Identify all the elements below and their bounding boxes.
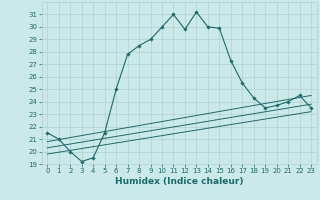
X-axis label: Humidex (Indice chaleur): Humidex (Indice chaleur) [115,177,244,186]
